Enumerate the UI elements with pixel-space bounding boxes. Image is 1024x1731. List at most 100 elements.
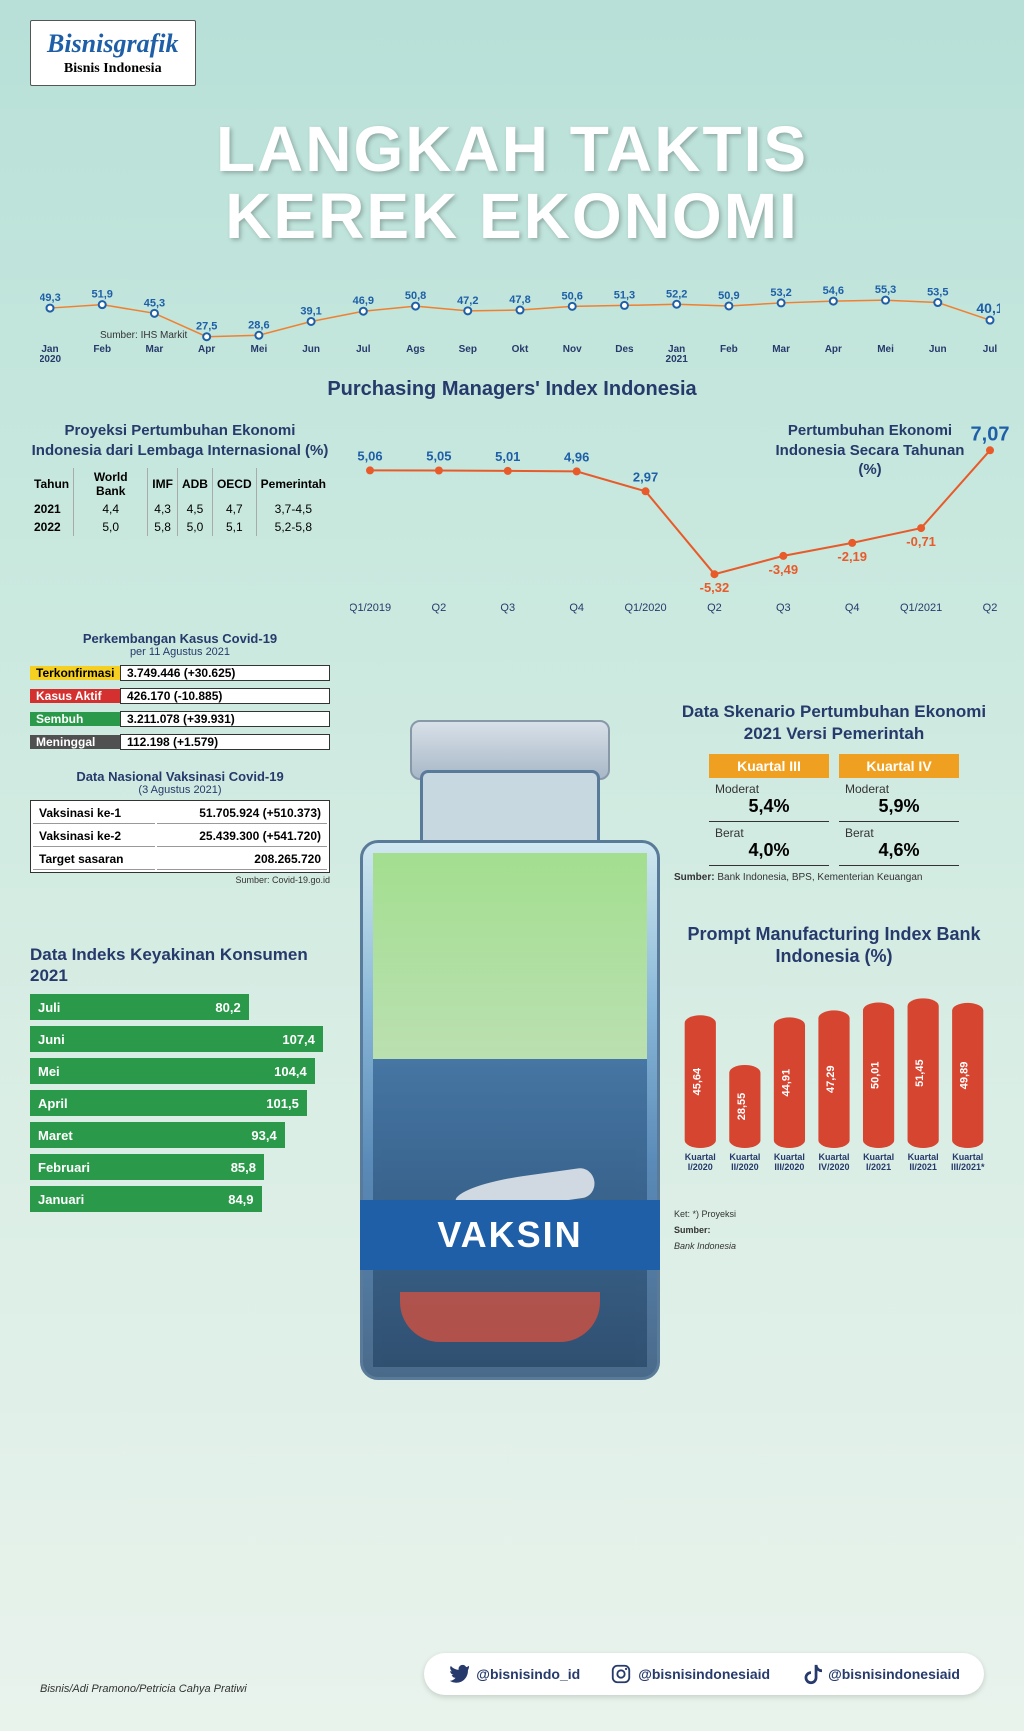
ikk-month-label: Maret (38, 1128, 73, 1143)
ikk-value: 85,8 (231, 1160, 256, 1175)
social-twitter[interactable]: @bisnisindo_id (448, 1663, 580, 1685)
svg-text:Kuartal: Kuartal (774, 1152, 805, 1162)
svg-text:Q1/2019: Q1/2019 (350, 602, 391, 614)
social-handle: @bisnisindo_id (476, 1666, 580, 1682)
svg-text:2021: 2021 (666, 354, 689, 365)
proj-cell: 5,8 (148, 518, 178, 536)
svg-text:Nov: Nov (563, 344, 582, 355)
ikk-title: Data Indeks Keyakinan Konsumen 2021 (30, 945, 330, 986)
projection-title: Proyeksi Pertumbuhan Ekonomi Indonesia d… (30, 421, 330, 460)
ikk-value: 101,5 (266, 1096, 299, 1111)
svg-text:Ags: Ags (406, 344, 425, 355)
vaccine-bottle-illustration: VAKSIN (340, 720, 680, 1400)
svg-text:28,6: 28,6 (248, 320, 269, 332)
social-tiktok[interactable]: @bisnisindonesiaid (800, 1663, 960, 1685)
svg-text:Apr: Apr (198, 344, 215, 355)
proj-cell: 4,4 (74, 500, 148, 518)
svg-text:I/2020: I/2020 (688, 1162, 713, 1172)
proj-header: ADB (177, 468, 212, 500)
svg-text:50,8: 50,8 (405, 290, 426, 302)
svg-text:Q4: Q4 (845, 602, 860, 614)
svg-text:Kuartal: Kuartal (685, 1152, 716, 1162)
svg-text:Mar: Mar (146, 344, 164, 355)
covid-value: 3.749.446 (+30.625) (120, 665, 330, 681)
svg-text:51,3: 51,3 (614, 290, 635, 302)
proj-cell: 2022 (30, 518, 74, 536)
vax-subtitle: (3 Agustus 2021) (30, 784, 330, 796)
svg-text:Mei: Mei (877, 344, 894, 355)
svg-text:Kuartal: Kuartal (729, 1152, 760, 1162)
covid-label: Terkonfirmasi (30, 666, 120, 680)
svg-text:Sep: Sep (459, 344, 477, 355)
pmi-title: Purchasing Managers' Index Indonesia (30, 378, 994, 401)
scenario-block: Data Skenario Pertumbuhan Ekonomi 2021 V… (674, 701, 994, 883)
scenario-column: Kuartal IIIModerat5,4%Berat4,0% (709, 754, 829, 866)
social-instagram[interactable]: @bisnisindonesiaid (610, 1663, 770, 1685)
svg-text:40,1: 40,1 (976, 301, 1000, 317)
ship-icon (400, 1292, 600, 1342)
logo-sub: Bisnis Indonesia (47, 61, 179, 77)
ikk-value: 93,4 (251, 1128, 276, 1143)
covid-label: Sembuh (30, 712, 120, 726)
svg-text:III/2020: III/2020 (774, 1162, 804, 1172)
svg-text:51,45: 51,45 (914, 1059, 926, 1087)
proj-cell: 5,1 (212, 518, 256, 536)
pmi-bi-block: Prompt Manufacturing Index Bank Indonesi… (674, 923, 994, 1251)
svg-text:50,01: 50,01 (870, 1061, 882, 1089)
scenario-head: Kuartal IV (839, 754, 959, 778)
svg-text:Q2: Q2 (707, 602, 722, 614)
scenario-source: Sumber: Bank Indonesia, BPS, Kementerian… (674, 872, 994, 883)
logo: Bisnisgrafik Bisnis Indonesia (30, 20, 196, 86)
svg-text:-2,19: -2,19 (837, 549, 867, 564)
scenario-title: Data Skenario Pertumbuhan Ekonomi 2021 V… (674, 701, 994, 744)
svg-text:Mei: Mei (251, 344, 268, 355)
svg-text:Jul: Jul (983, 344, 998, 355)
ikk-bar-row: Juli 80,2 (30, 994, 330, 1020)
covid-value: 3.211.078 (+39.931) (120, 711, 330, 727)
ikk-value: 80,2 (215, 1000, 240, 1015)
svg-text:Apr: Apr (825, 344, 842, 355)
svg-text:46,9: 46,9 (353, 296, 374, 308)
svg-text:47,29: 47,29 (825, 1065, 837, 1093)
main-title: LANGKAH TAKTIS KEREK EKONOMI (30, 116, 994, 250)
svg-text:5,06: 5,06 (357, 449, 382, 464)
ikk-bar-row: Mei104,4 (30, 1058, 330, 1084)
ikk-month-label: Januari (38, 1192, 84, 1207)
proj-header: OECD (212, 468, 256, 500)
svg-text:Q2: Q2 (983, 602, 998, 614)
svg-text:55,3: 55,3 (875, 285, 896, 297)
covid-value: 112.198 (+1.579) (120, 734, 330, 750)
covid-row: Meninggal112.198 (+1.579) (30, 731, 330, 753)
svg-text:44,91: 44,91 (780, 1069, 792, 1097)
vaccination-card: Data Nasional Vaksinasi Covid-19 (3 Agus… (30, 769, 330, 885)
proj-cell: 4,7 (212, 500, 256, 518)
svg-text:51,9: 51,9 (92, 289, 113, 301)
svg-text:Okt: Okt (512, 344, 529, 355)
svg-text:IV/2020: IV/2020 (818, 1162, 849, 1172)
social-handle: @bisnisindonesiaid (638, 1666, 770, 1682)
svg-text:Q3: Q3 (776, 602, 791, 614)
pmi-bi-bar-chart: 45,64KuartalI/202028,55KuartalII/202044,… (674, 978, 994, 1198)
svg-text:Kuartal: Kuartal (863, 1152, 894, 1162)
svg-text:53,5: 53,5 (927, 287, 948, 299)
svg-text:-3,49: -3,49 (769, 562, 799, 577)
proj-cell: 3,7-4,5 (256, 500, 330, 518)
svg-text:49,3: 49,3 (40, 292, 61, 304)
svg-text:-5,32: -5,32 (700, 581, 730, 596)
covid-row: Sembuh3.211.078 (+39.931) (30, 708, 330, 730)
ikk-bar-row: April101,5 (30, 1090, 330, 1116)
vax-cell: 25.439.300 (+541.720) (157, 826, 327, 847)
scenario-head: Kuartal III (709, 754, 829, 778)
ikk-month-label: Juli (38, 1000, 60, 1015)
vax-cell: 51.705.924 (+510.373) (157, 803, 327, 824)
svg-text:Q2: Q2 (432, 602, 447, 614)
svg-text:50,6: 50,6 (562, 291, 583, 303)
svg-text:Feb: Feb (720, 344, 738, 355)
covid-row: Kasus Aktif426.170 (-10.885) (30, 685, 330, 707)
title-line1: LANGKAH TAKTIS (216, 113, 808, 185)
proj-header: IMF (148, 468, 178, 500)
svg-text:27,5: 27,5 (196, 321, 217, 333)
ikk-value: 84,9 (228, 1192, 253, 1207)
growth-title: Pertumbuhan Ekonomi Indonesia Secara Tah… (770, 421, 970, 480)
ikk-value: 104,4 (274, 1064, 307, 1079)
